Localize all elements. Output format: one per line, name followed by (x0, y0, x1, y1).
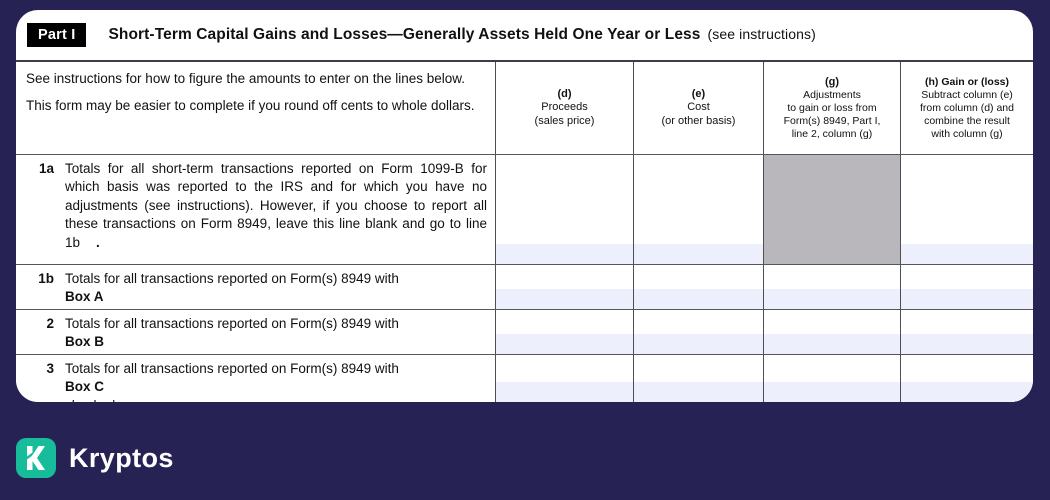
column-header-e: (e) Cost (or other basis) (633, 62, 763, 155)
amount-cell-3-g (763, 355, 900, 402)
row-3-number: 3 (46, 361, 54, 376)
brand-name: Kryptos (69, 442, 174, 473)
amount-field-1b-g[interactable] (764, 289, 900, 309)
column-g-line3: to gain or loss from (787, 101, 877, 114)
amount-field-3-h[interactable] (901, 382, 1033, 402)
column-h-line2: Subtract column (e) (921, 88, 1013, 101)
column-h-line1: (h) Gain or (loss) (925, 75, 1009, 88)
amount-field-1a-e[interactable] (634, 244, 763, 264)
instructions-line-2: This form may be easier to complete if y… (26, 98, 475, 113)
row-2-box-label: Box B (65, 334, 105, 350)
amount-cell-1b-g (763, 265, 900, 310)
row-1b-text-body: Totals for all transactions reported on … (65, 271, 399, 286)
amount-cell-1a-e (633, 155, 763, 265)
row-2-description: 2 Totals for all transactions reported o… (16, 310, 495, 368)
row-1a-trailing-dot: . (96, 234, 100, 250)
column-d-line3: (sales price) (534, 114, 595, 127)
column-h-line5: with column (g) (931, 127, 1003, 140)
row-1a-text-body: Totals for all short-term transactions r… (65, 161, 487, 250)
amount-field-3-e[interactable] (634, 382, 763, 402)
amount-cell-3-h (900, 355, 1033, 402)
part-title-note: (see instructions) (707, 26, 816, 42)
amount-field-3-d[interactable] (496, 382, 633, 402)
instructions-cell: See instructions for how to figure the a… (16, 62, 495, 155)
amount-cell-2-h (900, 310, 1033, 355)
instructions-line-1: See instructions for how to figure the a… (26, 71, 466, 86)
amount-field-1b-d[interactable] (496, 289, 633, 309)
row-3-box-label: Box C (65, 379, 105, 395)
row-1a-text: Totals for all short-term transactions r… (65, 160, 487, 264)
form-card: Part I Short-Term Capital Gains and Loss… (16, 10, 1033, 402)
column-g-line2: Adjustments (803, 88, 861, 101)
amount-field-1a-h[interactable] (901, 244, 1033, 264)
column-h-line3: from column (d) and (920, 101, 1014, 114)
amount-field-1b-h[interactable] (901, 289, 1033, 309)
part-header: Part I Short-Term Capital Gains and Loss… (16, 10, 1033, 62)
column-g-code: (g) (824, 75, 840, 88)
row-1b-number: 1b (38, 271, 54, 286)
row-2-number: 2 (46, 316, 54, 331)
amount-field-2-g[interactable] (764, 334, 900, 354)
row-2-text-body: Totals for all transactions reported on … (65, 316, 399, 331)
column-e-code: (e) (691, 87, 706, 100)
row-1b-text: Totals for all transactions reported on … (65, 270, 487, 323)
part-label-badge: Part I (27, 23, 87, 47)
column-header-d: (d) Proceeds (sales price) (495, 62, 633, 155)
row-1a-number: 1a (38, 161, 54, 176)
row-1a-description: 1a Totals for all short-term transaction… (16, 155, 495, 265)
row-1b-box-label: Box A (65, 289, 104, 305)
row-3-suffix: checked (65, 398, 115, 402)
row-1b-description: 1b Totals for all transactions reported … (16, 265, 495, 323)
amount-cell-1b-d (495, 265, 633, 310)
amount-cell-1b-h (900, 265, 1033, 310)
amount-cell-3-e (633, 355, 763, 402)
column-e-line2: Cost (687, 101, 710, 114)
part-title: Short-Term Capital Gains and Losses—Gene… (108, 26, 815, 44)
amount-field-1a-d[interactable] (496, 244, 633, 264)
amount-field-2-h[interactable] (901, 334, 1033, 354)
amount-cell-1b-e (633, 265, 763, 310)
kryptos-k-glyph (27, 446, 45, 470)
amount-field-2-d[interactable] (496, 334, 633, 354)
column-e-line3: (or other basis) (661, 114, 736, 127)
row-3-dot-leaders: . . . . . . . . . . . . . (141, 398, 481, 402)
column-d-line2: Proceeds (541, 101, 588, 114)
amount-cell-3-d (495, 355, 633, 402)
column-header-h: (h) Gain or (loss) Subtract column (e) f… (900, 62, 1033, 155)
kryptos-logo-icon (16, 438, 56, 478)
column-g-line5: line 2, column (g) (791, 127, 873, 140)
row-2-text: Totals for all transactions reported on … (65, 315, 487, 368)
amount-cell-2-g (763, 310, 900, 355)
brand-footer: Kryptos (16, 438, 174, 478)
amount-field-3-g[interactable] (764, 382, 900, 402)
column-g-line4: Form(s) 8949, Part I, (783, 114, 881, 127)
column-header-g: (g) Adjustments to gain or loss from For… (763, 62, 900, 155)
schedule-d-table: See instructions for how to figure the a… (16, 62, 1033, 402)
amount-cell-2-e (633, 310, 763, 355)
row-3-description: 3 Totals for all transactions reported o… (16, 355, 495, 402)
column-d-code: (d) (557, 87, 572, 100)
amount-field-2-e[interactable] (634, 334, 763, 354)
row-3-text: Totals for all transactions reported on … (65, 360, 487, 402)
amount-cell-1a-d (495, 155, 633, 265)
adjustments-blocked-cell-1a-g (763, 155, 900, 265)
amount-cell-1a-h (900, 155, 1033, 265)
column-h-line4: combine the result (924, 114, 1010, 127)
amount-cell-2-d (495, 310, 633, 355)
amount-field-1b-e[interactable] (634, 289, 763, 309)
row-3-text-body: Totals for all transactions reported on … (65, 361, 399, 376)
part-title-text: Short-Term Capital Gains and Losses—Gene… (108, 26, 701, 43)
